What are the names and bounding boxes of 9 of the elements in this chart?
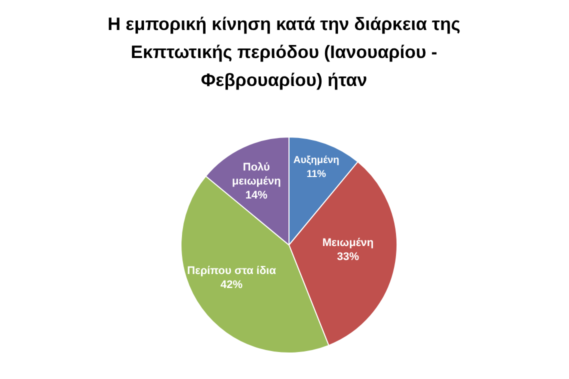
slice-label: Περίπου στα ίδια xyxy=(187,265,276,278)
chart-title: Η εμπορική κίνηση κατά την διάρκεια της Εκπτωτικής περιόδου (Ιανουαρίου - Φεβρουαρίου) ήταν xyxy=(106,13,462,92)
data-label: 42% xyxy=(220,279,243,292)
data-label: 11% xyxy=(306,168,326,180)
data-label: 33% xyxy=(336,251,360,264)
data-label: 14% xyxy=(245,189,268,202)
slice-label: Πολύ μειωμένη xyxy=(232,161,282,188)
slice-label: Αυξημένη xyxy=(293,154,340,166)
slice-label: Μειωμένη xyxy=(322,237,374,250)
